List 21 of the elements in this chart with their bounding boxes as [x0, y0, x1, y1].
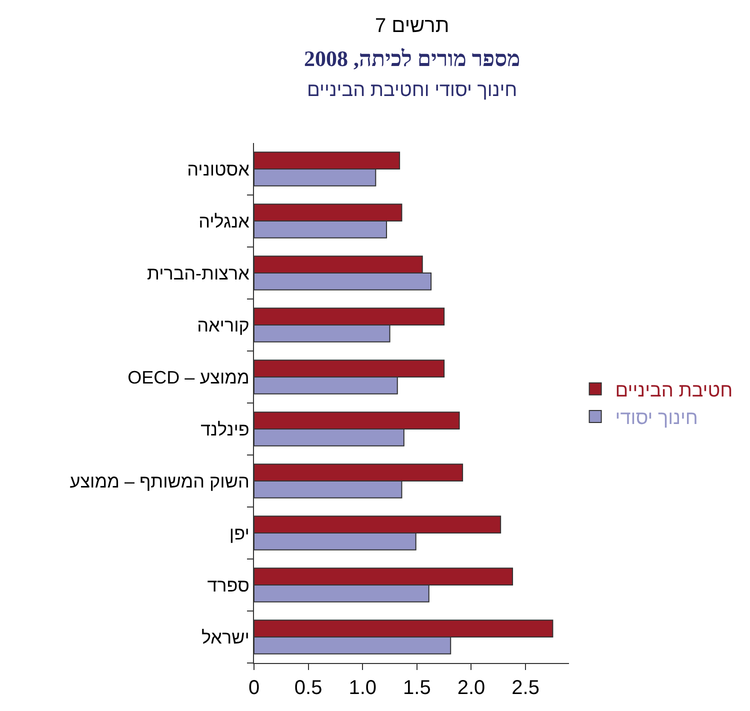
y-tick-label: השוק המשותף – ממוצע	[70, 471, 250, 492]
x-tick-label: 0.5	[294, 677, 322, 699]
text: חינוך יסודי וחטיבת הביניים	[307, 80, 518, 101]
chart-subtitle: מספר מורים לכיתה, 2008	[304, 46, 520, 71]
legend-label: חטיבת הביניים	[615, 380, 733, 402]
x-tick-label: 2.5	[512, 677, 540, 699]
legend-label: חינוך יסודי	[615, 408, 698, 429]
y-tick-label: ארצות-הברית	[147, 263, 250, 284]
y-tick-label: פינלנד	[200, 419, 250, 440]
y-tick-label: ישראל	[201, 627, 250, 648]
y-tick-label: ספרד	[207, 575, 250, 596]
x-tick-label: 1.5	[403, 677, 431, 699]
y-tick-label: אסטוניה	[187, 159, 250, 180]
y-tick-label: יפן	[229, 523, 250, 544]
y-tick-label: קוריאה	[197, 315, 250, 336]
y-tick-label: אנגליה	[198, 211, 250, 232]
x-tick-label: 2.0	[457, 677, 486, 699]
x-tick-label: 1.0	[348, 677, 377, 699]
x-tick-label: 0	[248, 677, 260, 699]
chart-title: תרשים 7	[375, 15, 450, 37]
y-tick-label: OECD – ממוצע	[128, 367, 250, 388]
